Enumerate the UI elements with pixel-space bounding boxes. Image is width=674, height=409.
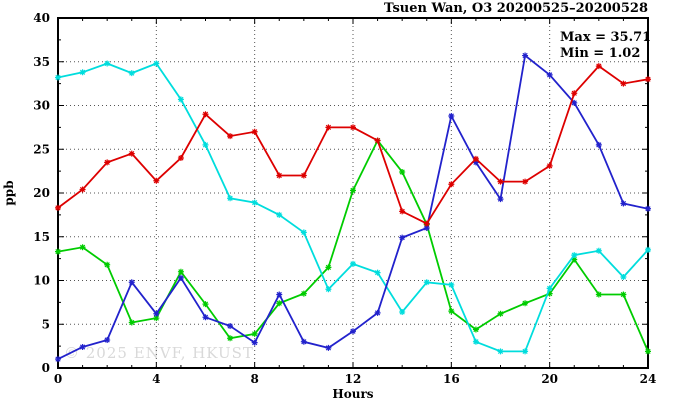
x-tick-label: 16 [443, 372, 460, 386]
x-axis-label: Hours [332, 387, 373, 401]
y-tick-label: 0 [42, 361, 50, 375]
min-annotation: Min = 1.02 [560, 46, 640, 61]
series-blue-markers [55, 52, 651, 363]
series-red-markers [55, 63, 651, 227]
max-annotation: Max = 35.71 [560, 30, 651, 45]
x-tick-label: 20 [541, 372, 558, 386]
chart-title: Tsuen Wan, O3 20200525–20200528 [384, 1, 648, 16]
series-blue-line [57, 53, 649, 360]
x-tick-label: 0 [54, 372, 62, 386]
x-tick-label: 12 [345, 372, 362, 386]
y-tick-label: 30 [33, 99, 50, 113]
series-red-line [57, 64, 649, 225]
series-green-line [57, 138, 649, 352]
y-tick-label: 25 [33, 142, 50, 156]
series-cyan-markers [55, 60, 651, 355]
y-axis-label: ppb [2, 180, 16, 205]
y-tick-label: 20 [33, 186, 50, 200]
y-tick-label: 15 [33, 230, 50, 244]
y-tick-label: 40 [33, 11, 50, 25]
tick-labels: 0 4 8 12 16 20 24 0 5 10 15 20 25 30 35 40 [33, 11, 656, 386]
x-tick-label: 24 [640, 372, 657, 386]
axis-ticks [57, 17, 649, 369]
y-tick-label: 5 [42, 317, 50, 331]
y-tick-label: 35 [33, 55, 50, 69]
x-tick-label: 4 [152, 372, 160, 386]
data-series [55, 52, 651, 363]
watermark-text: © 2025 ENVF, HKUST [64, 344, 254, 362]
y-tick-label: 10 [33, 274, 50, 288]
x-tick-label: 8 [250, 372, 258, 386]
